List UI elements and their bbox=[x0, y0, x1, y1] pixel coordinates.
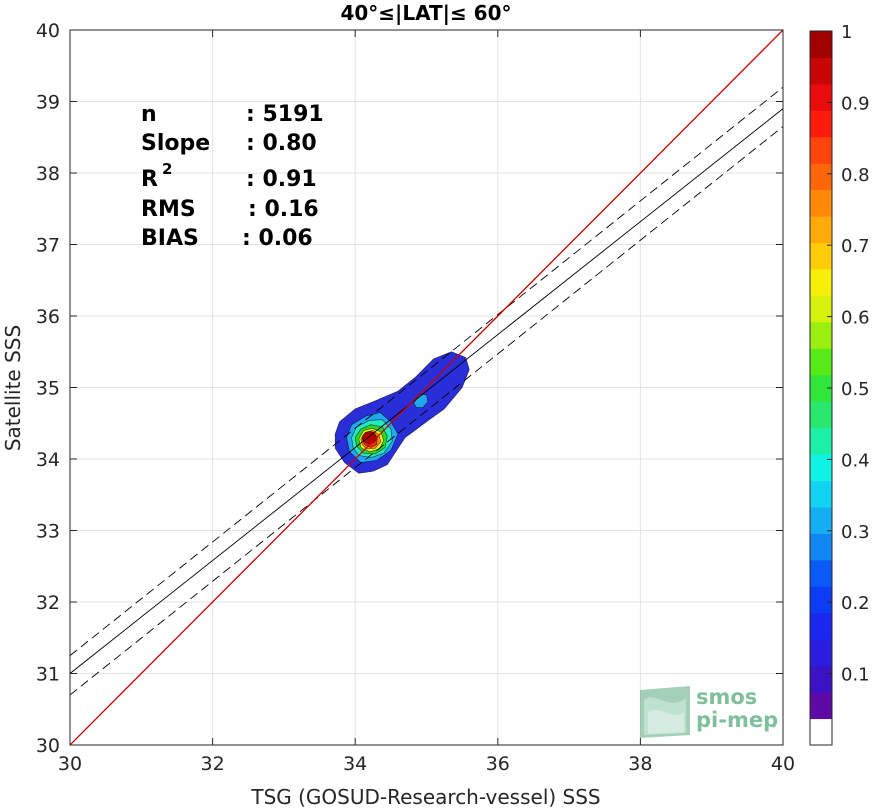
stat-bias-label: BIAS bbox=[141, 226, 199, 251]
stat-slope-value: : 0.80 bbox=[246, 131, 317, 156]
colorbar-segment bbox=[810, 31, 832, 58]
colorbar-segment bbox=[810, 295, 832, 323]
colorbar-segment bbox=[810, 136, 832, 164]
colorbar-tick-label: 0.4 bbox=[841, 450, 870, 471]
colorbar: 0.1 0.2 0.3 0.4 0.5 0.6 0.7 0.8 0.9 1 bbox=[809, 22, 870, 746]
stat-r2-label: R bbox=[141, 167, 158, 192]
colorbar-segment bbox=[810, 110, 832, 138]
x-tick-label: 38 bbox=[628, 753, 652, 775]
colorbar-segment bbox=[810, 639, 832, 667]
stat-r2-value: : 0.91 bbox=[246, 167, 317, 192]
stat-bias-value: : 0.06 bbox=[242, 226, 313, 251]
colorbar-segment bbox=[810, 242, 832, 270]
stats-box: n : 5191 Slope : 0.80 R 2 : 0.91 RMS : 0… bbox=[141, 102, 324, 251]
colorbar-segment bbox=[810, 692, 832, 720]
colorbar-tick-label: 0.9 bbox=[841, 93, 870, 114]
y-tick-label: 34 bbox=[36, 449, 60, 471]
x-axis-label: TSG (GOSUD-Research-vessel) SSS bbox=[250, 785, 600, 809]
colorbar-segment bbox=[810, 348, 832, 376]
smos-pi-mep-logo: smos pi-mep bbox=[640, 685, 778, 738]
colorbar-segment bbox=[810, 189, 832, 217]
stat-n-value: : 5191 bbox=[246, 102, 324, 127]
logo-line2: pi-mep bbox=[696, 708, 778, 732]
colorbar-segment bbox=[810, 507, 832, 534]
colorbar-segment bbox=[810, 533, 832, 561]
y-tick-label: 36 bbox=[36, 306, 60, 328]
stat-slope-label: Slope bbox=[141, 131, 210, 156]
colorbar-segment bbox=[810, 480, 832, 508]
colorbar-segment bbox=[810, 401, 832, 429]
y-tick-label: 38 bbox=[36, 163, 60, 185]
logo-waves-icon bbox=[640, 686, 690, 738]
colorbar-tick-label: 0.6 bbox=[841, 308, 870, 329]
grid bbox=[69, 29, 784, 746]
x-tick-label: 34 bbox=[343, 753, 367, 775]
x-axis-ticks: 30 32 34 36 38 40 bbox=[58, 30, 795, 775]
colorbar-tick-label: 0.5 bbox=[841, 379, 870, 400]
colorbar-segment bbox=[810, 454, 832, 482]
colorbar-segment bbox=[810, 374, 832, 402]
x-tick-label: 30 bbox=[58, 753, 82, 775]
fit-band-lower-line bbox=[70, 126, 783, 696]
colorbar-segment bbox=[810, 718, 832, 746]
colorbar-segment bbox=[810, 321, 832, 349]
colorbar-segment bbox=[810, 163, 832, 191]
stat-r2-superscript: 2 bbox=[162, 160, 172, 178]
colorbar-segment bbox=[810, 665, 832, 693]
y-tick-label: 37 bbox=[36, 235, 60, 257]
colorbar-tick-label: 0.7 bbox=[841, 236, 870, 257]
logo-line1: smos bbox=[696, 685, 757, 709]
fit-line bbox=[70, 108, 783, 674]
y-tick-label: 40 bbox=[36, 20, 60, 42]
y-axis-ticks: 30 31 32 33 34 35 36 37 38 39 40 bbox=[36, 20, 783, 757]
x-tick-label: 40 bbox=[771, 753, 795, 775]
stat-n-label: n bbox=[141, 102, 157, 127]
y-axis-label: Satellite SSS bbox=[1, 325, 25, 451]
colorbar-tick-label: 0.3 bbox=[841, 522, 870, 543]
colorbar-segment bbox=[810, 269, 832, 296]
y-tick-label: 33 bbox=[36, 521, 60, 543]
identity-line bbox=[70, 30, 783, 745]
colorbar-segment bbox=[810, 57, 832, 85]
colorbar-tick-label: 1 bbox=[841, 22, 852, 43]
y-tick-label: 35 bbox=[36, 378, 60, 400]
regression-lines bbox=[70, 30, 783, 745]
colorbar-segment bbox=[810, 83, 832, 111]
colorbar-segment bbox=[810, 612, 832, 640]
colorbar-tick-label: 0.2 bbox=[841, 593, 870, 614]
colorbar-tick-label: 0.8 bbox=[841, 165, 870, 186]
colorbar-tick-label: 0.1 bbox=[841, 665, 870, 686]
x-tick-label: 32 bbox=[201, 753, 225, 775]
stat-rms-label: RMS bbox=[141, 197, 196, 222]
colorbar-segment bbox=[810, 427, 832, 455]
contour-level-9-peak bbox=[362, 431, 377, 444]
y-tick-label: 31 bbox=[36, 664, 60, 686]
y-tick-label: 32 bbox=[36, 592, 60, 614]
colorbar-segment bbox=[810, 586, 832, 614]
chart-title: 40°≤|LAT|≤ 60° bbox=[340, 1, 511, 25]
y-tick-label: 30 bbox=[36, 735, 60, 757]
fit-band-upper-line bbox=[70, 86, 783, 656]
stat-rms-value: : 0.16 bbox=[248, 197, 319, 222]
colorbar-segment bbox=[810, 216, 832, 244]
colorbar-segment bbox=[810, 559, 832, 587]
y-tick-label: 39 bbox=[36, 92, 60, 114]
x-tick-label: 36 bbox=[486, 753, 510, 775]
